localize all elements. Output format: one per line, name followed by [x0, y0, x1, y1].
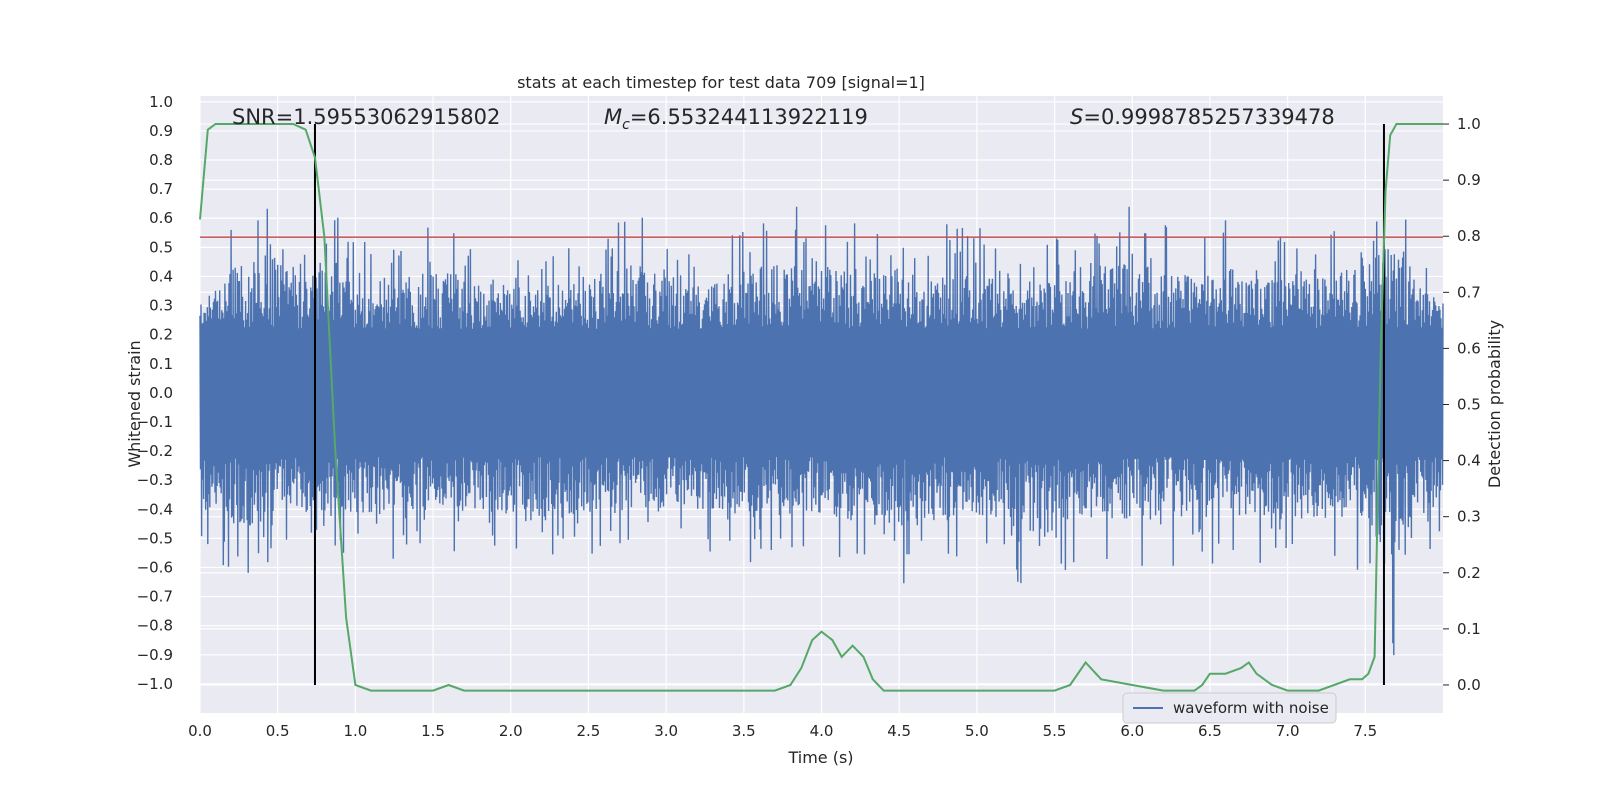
- x-tick-label: 0.5: [266, 722, 290, 740]
- y-tick-label: 0.7: [149, 180, 173, 198]
- y-tick-label: −0.6: [137, 558, 173, 576]
- y-tick-label: −0.9: [137, 646, 173, 664]
- y-tick-label: 0.3: [149, 297, 173, 315]
- x-tick-label: 1.5: [421, 722, 445, 740]
- x-tick-label: 3.5: [732, 722, 756, 740]
- statistic-annotation: S=0.9998785257339478: [1070, 105, 1335, 129]
- waveform-series: [199, 206, 1444, 656]
- chirp-mass-annotation: Mc=6.553244113922119: [604, 105, 868, 133]
- x-ticks: 0.0 0.5 1.0 1.5 2.0 2.5 3.0 3.5 4.0 4.5 5.0 5.5 6.0 6…: [188, 722, 1377, 740]
- x-tick-label: 7.5: [1353, 722, 1377, 740]
- y2-tick-label: 0.6: [1457, 339, 1481, 357]
- y-tick-label: −0.8: [137, 617, 173, 635]
- y-tick-label: −0.5: [137, 529, 173, 547]
- y-tick-label: 0.1: [149, 355, 173, 373]
- x-tick-label: 7.0: [1276, 722, 1300, 740]
- x-tick-label: 2.5: [577, 722, 601, 740]
- y-tick-label: −0.4: [137, 500, 173, 518]
- y2-tick-label: 0.1: [1457, 620, 1481, 638]
- legend-label: waveform with noise: [1173, 699, 1329, 717]
- y2-ticks: 1.0 0.9 0.8 0.7 0.6 0.5 0.4 0.3 0.2 0.1 0.0: [1443, 115, 1481, 694]
- y-tick-label: 0.5: [149, 238, 173, 256]
- y2-tick-label: 0.5: [1457, 396, 1481, 414]
- y-tick-label: −0.7: [137, 588, 173, 606]
- x-tick-label: 3.0: [654, 722, 678, 740]
- y-tick-label: −0.2: [137, 442, 173, 460]
- probability-series: [199, 123, 1443, 692]
- x-tick-label: 5.0: [965, 722, 989, 740]
- y-tick-label: 0.2: [149, 326, 173, 344]
- x-tick-label: 4.0: [810, 722, 834, 740]
- y2-tick-label: 1.0: [1457, 115, 1481, 133]
- y-tick-label: −1.0: [137, 675, 173, 693]
- y2-tick-label: 0.2: [1457, 564, 1481, 582]
- waveform-core: [200, 334, 1443, 457]
- y-ticks: 1.0 0.9 0.8 0.7 0.6 0.5 0.4 0.3 0.2 0.1 0.0 −0.1 −0.…: [137, 93, 173, 693]
- y-tick-label: 0.4: [149, 267, 173, 285]
- y-tick-label: 0.8: [149, 151, 173, 169]
- x-tick-label: 1.0: [343, 722, 367, 740]
- y-tick-label: −0.3: [137, 471, 173, 489]
- chart-title: stats at each timestep for test data 709…: [517, 73, 925, 92]
- y2-tick-label: 0.4: [1457, 452, 1481, 470]
- x-tick-label: 2.0: [499, 722, 523, 740]
- x-tick-label: 5.5: [1043, 722, 1067, 740]
- statistic-value: =0.9998785257339478: [1083, 105, 1334, 129]
- y2-tick-label: 0.0: [1457, 676, 1481, 694]
- statistic-symbol: S: [1070, 105, 1083, 129]
- chirp-mass-subscript: c: [622, 117, 630, 133]
- y-tick-label: 0.6: [149, 209, 173, 227]
- x-axis-label: Time (s): [787, 748, 853, 767]
- snr-annotation: SNR=1.59553062915802: [232, 105, 500, 129]
- x-tick-label: 6.5: [1198, 722, 1222, 740]
- waveform-line: [199, 206, 1444, 656]
- y-tick-label: 0.9: [149, 122, 173, 140]
- probability-line: [199, 123, 1443, 692]
- chirp-mass-symbol: M: [604, 105, 622, 129]
- y-axis-label: Whitened strain: [125, 340, 144, 467]
- y-tick-label: −0.1: [137, 413, 173, 431]
- chirp-mass-value: =6.553244113922119: [630, 105, 868, 129]
- x-tick-label: 6.0: [1120, 722, 1144, 740]
- legend: waveform with noise: [1122, 692, 1337, 724]
- x-tick-label: 4.5: [887, 722, 911, 740]
- y2-tick-label: 0.3: [1457, 508, 1481, 526]
- x-tick-label: 0.0: [188, 722, 212, 740]
- y2-tick-label: 0.7: [1457, 283, 1481, 301]
- y2-axis-label: Detection probability: [1485, 320, 1504, 488]
- y2-tick-label: 0.8: [1457, 227, 1481, 245]
- y-tick-label: 0.0: [149, 384, 173, 402]
- y-tick-label: 1.0: [149, 93, 173, 111]
- y2-tick-label: 0.9: [1457, 171, 1481, 189]
- legend-box: [1122, 692, 1337, 724]
